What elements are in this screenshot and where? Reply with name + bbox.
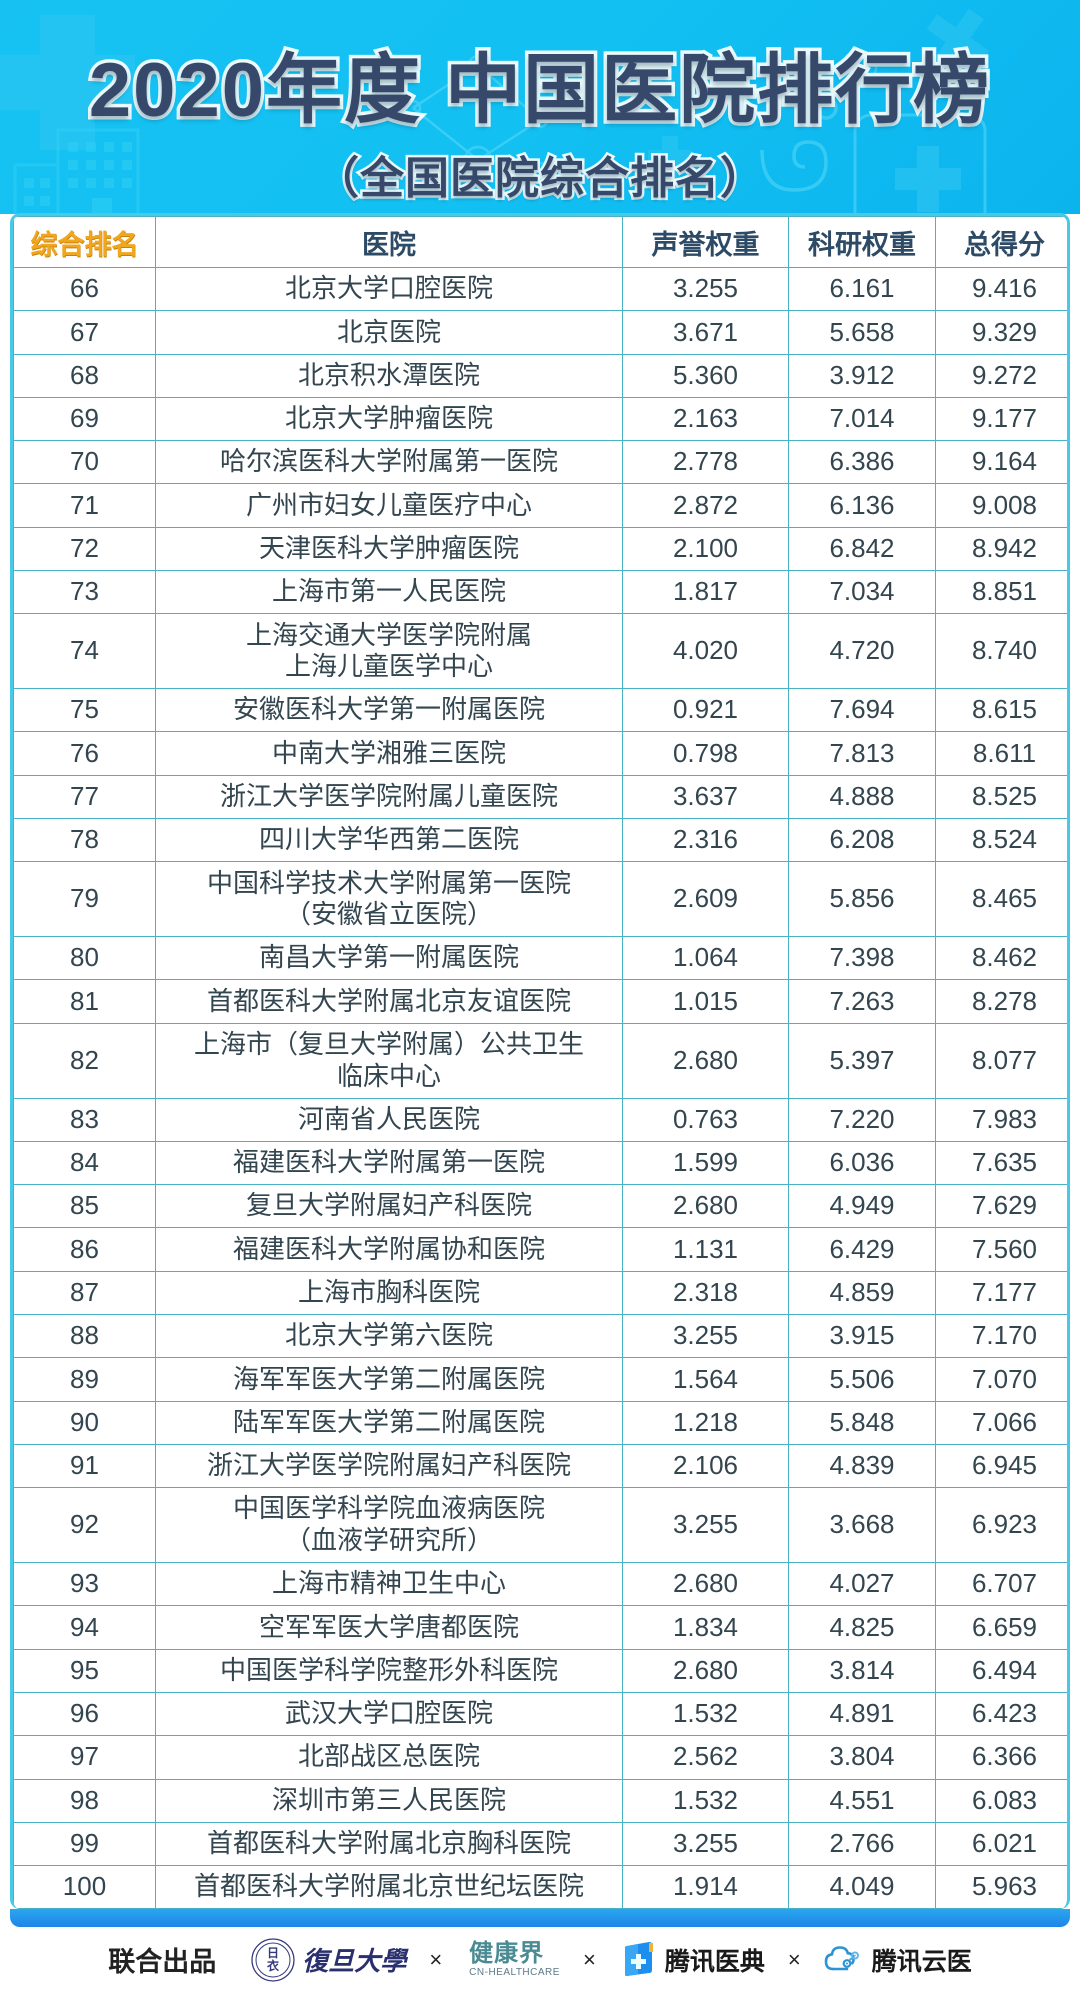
svg-text:日: 日 <box>267 1946 279 1960</box>
svg-text:衣: 衣 <box>267 1958 279 1973</box>
